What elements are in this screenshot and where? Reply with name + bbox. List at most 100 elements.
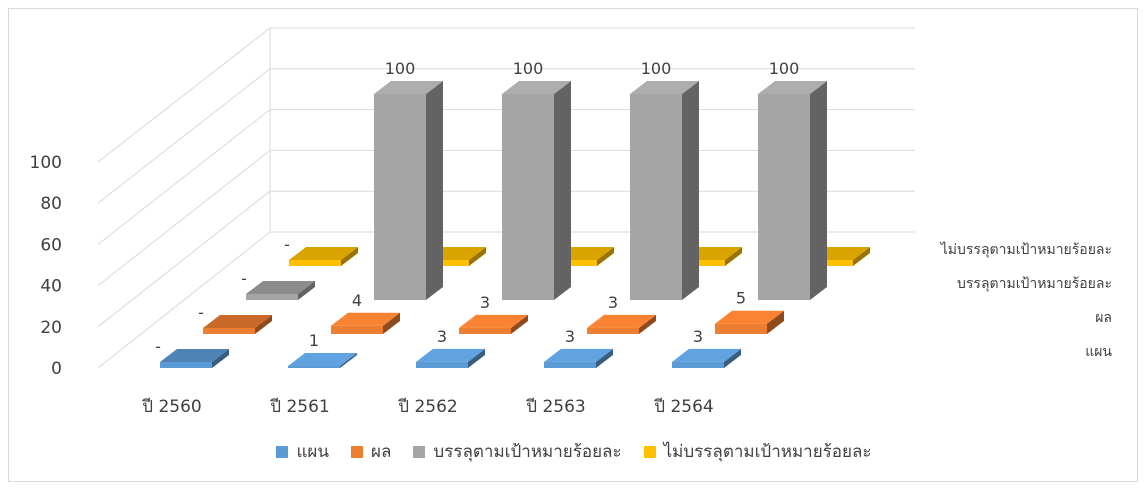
legend-label-result: ผล <box>371 442 392 462</box>
legend-label-achieved: บรรลุตามเป้าหมายร้อยละ <box>433 442 622 462</box>
bar-side <box>810 81 827 300</box>
series-depth-label: ผล <box>1095 310 1112 326</box>
bar <box>758 94 810 300</box>
bar-top <box>544 348 613 362</box>
bar-side <box>597 247 614 266</box>
gridline-side <box>97 150 271 286</box>
x-tick-label: ปี 2564 <box>653 397 713 417</box>
bar <box>715 323 767 334</box>
data-label: 100 <box>769 59 800 78</box>
bar-top <box>715 310 784 324</box>
legend-label-plan: แผน <box>296 442 330 462</box>
y-tick-label: 100 <box>30 153 62 173</box>
bar-side <box>426 81 443 300</box>
data-label: - <box>284 235 290 254</box>
legend-swatch-result <box>351 445 364 458</box>
bar <box>459 327 511 334</box>
bar <box>246 294 298 300</box>
bar <box>331 325 383 334</box>
bar-top <box>416 348 485 362</box>
data-label: - <box>241 269 247 288</box>
series-depth-label: บรรลุตามเป้าหมายร้อยละ <box>957 276 1112 292</box>
data-label: 1 <box>309 331 319 350</box>
data-label: 100 <box>641 59 672 78</box>
bar-side <box>469 247 486 266</box>
bar <box>374 94 426 300</box>
data-label: 4 <box>352 291 362 310</box>
bar-side <box>212 349 229 368</box>
bar-side <box>767 310 784 334</box>
legend-swatch-not-achieved <box>643 445 656 458</box>
bar <box>502 94 554 300</box>
legend-label-not-achieved: ไม่บรรลุตามเป้าหมายร้อยละ <box>663 442 872 462</box>
bar <box>288 365 340 368</box>
x-tick-label: ปี 2562 <box>397 397 457 417</box>
bar-top <box>289 247 358 260</box>
bar-side <box>853 247 870 266</box>
bar-top <box>331 312 400 326</box>
bar-top <box>630 81 699 94</box>
bar <box>672 361 724 368</box>
y-tick-label: 20 <box>40 318 62 338</box>
gridline-side <box>97 109 271 245</box>
bar <box>416 361 468 368</box>
bar-top <box>288 352 357 366</box>
bar-side <box>725 247 742 266</box>
bar <box>587 327 639 334</box>
bar-side <box>383 312 400 334</box>
data-label: 3 <box>608 293 618 312</box>
y-tick-label: 60 <box>40 235 62 255</box>
bar <box>630 94 682 300</box>
bar-top <box>246 281 315 294</box>
data-label: 5 <box>736 289 746 308</box>
data-label: 3 <box>437 327 447 346</box>
bar-top <box>502 81 571 94</box>
legend-item: บรรลุตามเป้าหมายร้อยละ <box>413 438 622 465</box>
bar-side <box>724 348 741 368</box>
x-tick-label: ปี 2563 <box>525 397 585 417</box>
bar-top <box>160 349 229 362</box>
bar-side <box>596 348 613 368</box>
bar-side <box>468 348 485 368</box>
bar-side <box>639 314 656 334</box>
x-tick-label: ปี 2560 <box>141 397 201 417</box>
data-label: 3 <box>565 327 575 346</box>
bar-side <box>341 247 358 266</box>
data-label: 3 <box>693 327 703 346</box>
legend-item: ผล <box>351 438 391 465</box>
bar-top <box>459 314 528 328</box>
bar-top <box>758 81 827 94</box>
bar-side <box>682 81 699 300</box>
bar <box>160 362 212 368</box>
y-tick-label: 0 <box>51 359 62 379</box>
y-tick-label: 40 <box>40 277 62 297</box>
chart-3d-columns: 0 20 40 60 80 100 ปี 2560 ปี 2561 ปี 2562 ปี 2563… <box>30 27 1112 417</box>
legend: แผน ผล บรรลุตามเป้าหมายร้อยละ ไม่บรรลุตา… <box>0 438 1148 465</box>
gridline-side <box>97 68 271 204</box>
data-label: 100 <box>513 59 544 78</box>
legend-swatch-plan <box>276 445 289 458</box>
bar-top <box>587 314 656 328</box>
gridline-side <box>97 231 271 369</box>
series-depth-label: แผน <box>1085 344 1112 360</box>
legend-item: ไม่บรรลุตามเป้าหมายร้อยละ <box>643 438 872 465</box>
bar-side <box>340 352 357 368</box>
bar <box>203 328 255 334</box>
x-tick-label: ปี 2561 <box>269 397 329 417</box>
bar-side <box>554 81 571 300</box>
bar <box>289 260 341 266</box>
series-depth-label: ไม่บรรลุตามเป้าหมายร้อยละ <box>940 241 1112 258</box>
bar-side <box>511 314 528 334</box>
data-label: 100 <box>385 59 416 78</box>
bar-top <box>672 348 741 362</box>
data-label: 3 <box>480 293 490 312</box>
data-label: - <box>198 303 204 322</box>
y-tick-label: 80 <box>40 194 62 214</box>
legend-item: แผน <box>276 438 329 465</box>
bar-side <box>255 315 272 334</box>
chart-frame <box>8 8 1138 482</box>
bar-side <box>298 281 315 300</box>
bar-top <box>203 315 272 328</box>
legend-swatch-achieved <box>413 445 426 458</box>
bar <box>544 361 596 368</box>
